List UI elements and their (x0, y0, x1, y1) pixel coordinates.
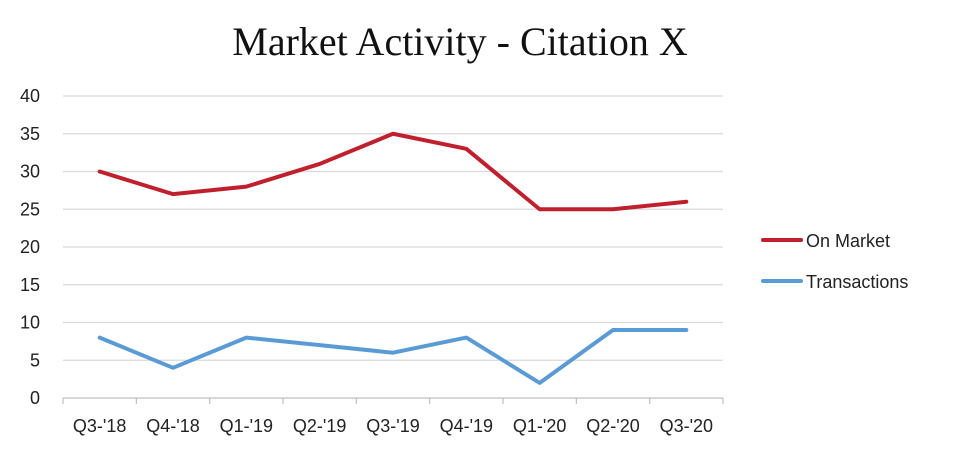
x-tick-label: Q2-'19 (293, 416, 346, 436)
y-tick-label: 0 (30, 388, 40, 408)
y-tick-label: 5 (30, 350, 40, 370)
x-tick-label: Q3-'20 (660, 416, 713, 436)
x-tick-label: Q3-'19 (366, 416, 419, 436)
y-tick-label: 20 (20, 237, 40, 257)
x-tick-label: Q1-'20 (513, 416, 566, 436)
chart-title: Market Activity - Citation X (232, 19, 688, 64)
x-tick-label: Q1-'19 (220, 416, 273, 436)
y-tick-label: 30 (20, 162, 40, 182)
legend-label: Transactions (806, 272, 908, 292)
x-tick-label: Q4-'19 (440, 416, 493, 436)
y-tick-label: 10 (20, 313, 40, 333)
x-tick-label: Q3-'18 (73, 416, 126, 436)
series-line-transactions (97, 328, 689, 385)
y-tick-label: 15 (20, 275, 40, 295)
y-tick-label: 25 (20, 199, 40, 219)
legend-label: On Market (806, 231, 890, 251)
y-tick-label: 40 (20, 86, 40, 106)
y-tick-label: 35 (20, 124, 40, 144)
x-tick-label: Q2-'20 (586, 416, 639, 436)
x-tick-label: Q4-'18 (146, 416, 199, 436)
